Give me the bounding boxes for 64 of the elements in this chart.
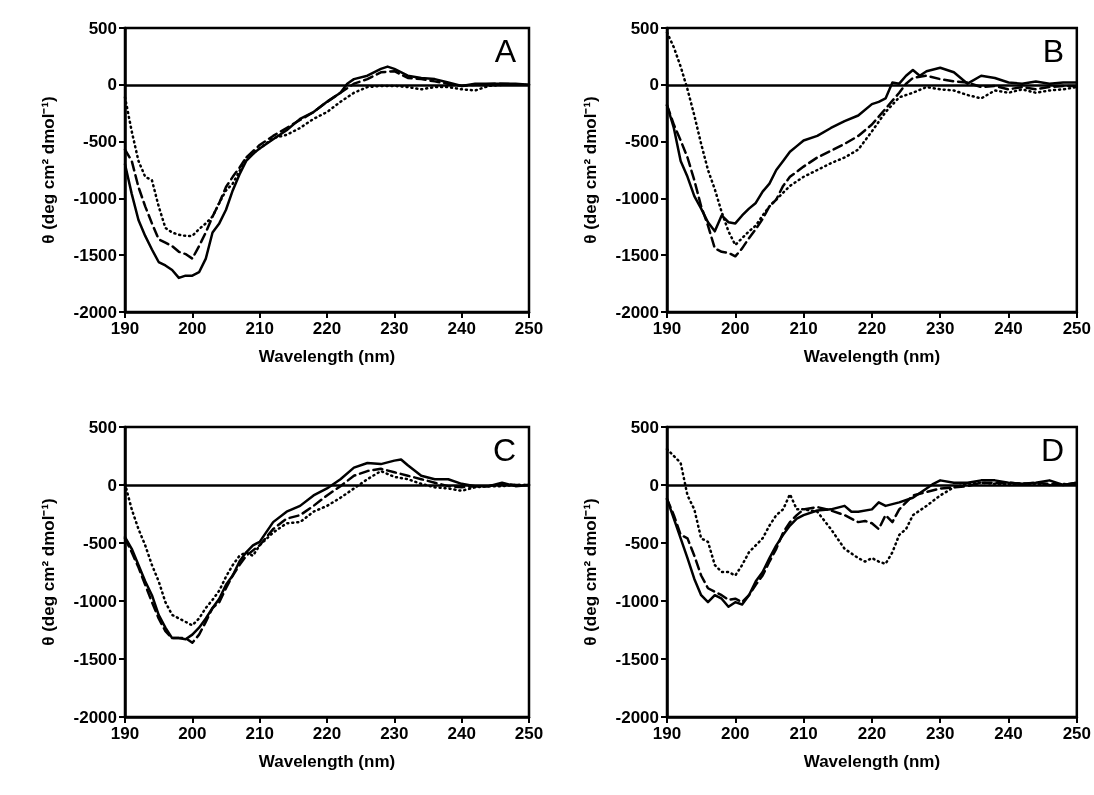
x-axis-title: Wavelength (nm) — [258, 347, 396, 366]
y-tick-label: -500 — [82, 132, 117, 152]
x-tick-label: 210 — [245, 319, 274, 338]
chart-title: B — [1042, 33, 1064, 69]
x-tick-label: 210 — [789, 724, 818, 743]
y-tick-label: 500 — [88, 417, 117, 437]
x-tick-label: 230 — [380, 724, 409, 743]
x-tick-label: 210 — [245, 724, 274, 743]
y-tick-label: -500 — [624, 132, 659, 152]
y-axis-title: θ (deg cm² dmol⁻¹) — [581, 498, 600, 646]
y-tick-label: -1500 — [73, 649, 117, 669]
y-tick-label: -1500 — [615, 649, 659, 669]
x-tick-label: 240 — [994, 724, 1023, 743]
y-axis-title: θ (deg cm² dmol⁻¹) — [581, 96, 600, 244]
x-tick-label: 190 — [110, 319, 140, 338]
x-tick-label: 250 — [1062, 724, 1092, 743]
x-tick-label: 250 — [514, 319, 544, 338]
y-tick-label: 0 — [107, 75, 117, 95]
x-tick-label: 230 — [926, 724, 955, 743]
x-tick-label: 230 — [380, 319, 409, 338]
y-tick-label: -1000 — [73, 591, 117, 611]
x-tick-label: 220 — [857, 319, 887, 338]
x-tick-label: 200 — [721, 319, 750, 338]
y-tick-label: 500 — [630, 417, 659, 437]
y-tick-label: -1500 — [73, 245, 117, 265]
x-tick-label: 220 — [312, 724, 342, 743]
x-tick-label: 230 — [926, 319, 955, 338]
x-tick-label: 240 — [994, 319, 1023, 338]
y-tick-label: -2000 — [615, 302, 659, 322]
y-tick-label: 500 — [88, 18, 117, 38]
y-tick-label: 500 — [630, 18, 659, 38]
y-tick-label: -1000 — [73, 188, 117, 208]
chart-title: A — [494, 33, 517, 69]
y-tick-label: 0 — [649, 75, 659, 95]
x-tick-label: 190 — [652, 319, 682, 338]
y-tick-label: -2000 — [73, 302, 117, 322]
y-tick-label: -2000 — [73, 707, 117, 727]
x-axis-title: Wavelength (nm) — [803, 752, 941, 771]
chart-title: C — [492, 432, 516, 468]
y-tick-label: -2000 — [615, 707, 659, 727]
x-tick-label: 220 — [312, 319, 342, 338]
y-tick-label: -1000 — [615, 188, 659, 208]
x-tick-label: 250 — [1062, 319, 1092, 338]
x-tick-label: 190 — [652, 724, 682, 743]
x-tick-label: 200 — [178, 319, 207, 338]
y-tick-label: 0 — [649, 475, 659, 495]
x-tick-label: 210 — [789, 319, 818, 338]
x-tick-label: 250 — [514, 724, 544, 743]
chart-title: D — [1040, 432, 1064, 468]
x-tick-label: 220 — [857, 724, 887, 743]
y-tick-label: -500 — [82, 533, 117, 553]
x-tick-label: 240 — [447, 319, 476, 338]
x-tick-label: 200 — [178, 724, 207, 743]
y-axis-title: θ (deg cm² dmol⁻¹) — [39, 498, 58, 646]
y-tick-label: -500 — [624, 533, 659, 553]
y-tick-label: 0 — [107, 475, 117, 495]
x-tick-label: 200 — [721, 724, 750, 743]
y-tick-label: -1000 — [615, 591, 659, 611]
y-axis-title: θ (deg cm² dmol⁻¹) — [39, 96, 58, 244]
x-tick-label: 240 — [447, 724, 476, 743]
x-axis-title: Wavelength (nm) — [258, 752, 396, 771]
x-tick-label: 190 — [110, 724, 140, 743]
y-tick-label: -1500 — [615, 245, 659, 265]
x-axis-title: Wavelength (nm) — [803, 347, 941, 366]
